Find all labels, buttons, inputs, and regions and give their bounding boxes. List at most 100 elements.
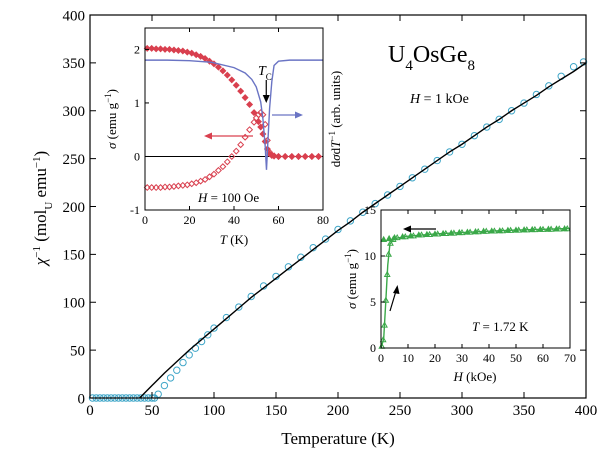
main-series-0-point-54 — [545, 82, 553, 90]
inset-temperature-series-1-point-36 — [288, 152, 296, 160]
inset-field-ytick-label: 10 — [364, 249, 376, 263]
main-x-axis-label: Temperature (K) — [281, 429, 395, 448]
main-series-0-point-26 — [204, 331, 212, 339]
field-up-arrow-head — [393, 285, 400, 294]
main-ytick-label: 350 — [63, 56, 86, 72]
inset-temperature-series-1-point-2 — [152, 184, 160, 192]
inset-field-xtick-label: 50 — [510, 351, 522, 365]
inset-temperature-series-0-point-4 — [161, 45, 169, 53]
inset-field-arrows — [389, 225, 436, 312]
inset-temperature-series-1-point-37 — [295, 152, 303, 160]
inset-temperature-series-0-point-5 — [165, 45, 173, 53]
inset-temperature-series-1-point-34 — [274, 152, 283, 160]
main-series-0-point-48 — [470, 131, 479, 140]
inset-temperature-series-1-point-35 — [281, 152, 289, 160]
inset-field-series-layer — [378, 225, 571, 349]
inset-temperature-series-1-point-13 — [201, 175, 209, 183]
inset-temperature-series-0-point-1 — [148, 44, 156, 52]
inset-temperature-xtick-label: 40 — [228, 213, 240, 227]
inset-temperature-series-0-point-6 — [170, 46, 178, 54]
main-series-0-point-51 — [507, 107, 516, 115]
main-series-0-point-41 — [383, 191, 392, 199]
inset-temperature-background — [145, 28, 323, 210]
inset-temperature-ytick-label: 2 — [134, 43, 140, 57]
main-series-0-point-42 — [396, 182, 404, 191]
main-series-0-point-23 — [185, 351, 193, 359]
inset-temperature-series-0-point-11 — [192, 51, 200, 59]
inset-field-ytick-label: 0 — [370, 341, 376, 355]
inset-temperature-series-1-point-26 — [254, 111, 262, 119]
main-xtick-label: 400 — [575, 403, 598, 419]
main-field-label: H = 1 kOe — [409, 92, 469, 107]
inset-temperature-series-2-line — [145, 59, 323, 170]
inset-temperature-series-1-point-24 — [250, 118, 258, 126]
inset-temperature-series-1-point-1 — [148, 184, 156, 192]
main-series-0-point-27 — [210, 324, 218, 332]
inset-field-xtick-label: 40 — [483, 351, 495, 365]
inset-field-frame — [380, 209, 571, 349]
main-xtick-label: 250 — [389, 403, 412, 419]
inset-temperature-series-layer — [143, 44, 323, 192]
inset-field-xtick-label: 20 — [429, 351, 441, 365]
main-series-0-point-44 — [421, 165, 429, 173]
inset-temperature-series-0-point-26 — [257, 123, 265, 131]
main-xtick-label: 350 — [513, 403, 536, 419]
inset-field-y-label: σ (emu g−1) — [343, 249, 359, 309]
unit-emu: emu — [31, 168, 50, 202]
main-series-0-point-45 — [433, 156, 441, 165]
inset-temperature-series-0-point-2 — [152, 45, 160, 53]
inset-temperature-series-0-point-23 — [246, 101, 254, 109]
inset-temperature-series-1-point-33 — [270, 152, 278, 160]
inset-temperature-series-1-point-15 — [210, 170, 218, 178]
main-ytick-label: 150 — [63, 248, 86, 264]
main-series-0-point-39 — [359, 208, 367, 216]
inset-field-xtick-label: 70 — [564, 351, 576, 365]
inset-field-series-2-line — [380, 227, 571, 349]
inset-temperature-ytick-label: -1 — [130, 203, 140, 217]
inset-temperature-x-label: T (K) — [220, 232, 249, 247]
inset-temperature-series-1-point-21 — [237, 141, 245, 149]
inset-temperature-series-0-point-3 — [157, 45, 165, 53]
inset-field-x-label: H (kOe) — [453, 369, 497, 384]
inset-temperature-y-label: σ (emu g−1) — [103, 89, 119, 149]
inset-field-temp-label: T = 1.72 K — [472, 319, 529, 334]
inset-temperature-series-0-point-7 — [174, 46, 182, 54]
field-down-arrow-head — [403, 225, 411, 233]
main-ytick-label: 200 — [63, 200, 86, 216]
main-xtick-label: 200 — [327, 403, 350, 419]
main-series-0-point-53 — [532, 90, 541, 99]
main-series-0-point-47 — [458, 140, 466, 148]
inset-temperature-series-0-point-19 — [228, 76, 236, 84]
tc-arrow-head — [262, 95, 270, 103]
main-series-0-point-29 — [235, 303, 243, 311]
inset-temperature-series-0-point-22 — [241, 94, 249, 102]
tc-label: TC — [258, 64, 272, 82]
main-series-0-point-49 — [483, 123, 491, 131]
main-y-axis-label: χ−1 (molU emu−1) — [31, 151, 55, 267]
main-series-0-point-28 — [222, 313, 231, 322]
main-series-0-point-52 — [520, 99, 528, 107]
inset-field-xtick-label: 10 — [402, 351, 414, 365]
main-xtick-label: 150 — [265, 403, 288, 419]
main-xtick-label: 300 — [451, 403, 474, 419]
inset-temperature-xtick-label: 20 — [184, 213, 196, 227]
inset-field: 0 10 20 30 40 50 60 70 0 5 10 15 H (kOe) σ (emu g−1… — [343, 203, 576, 384]
inset-temperature-field-label: H = 100 Oe — [197, 190, 259, 205]
field-up-arrow-shaft — [389, 290, 397, 312]
inset-temperature-series-0-point-20 — [232, 81, 240, 89]
compound-formula: U4OsGe8 — [388, 42, 475, 74]
main-series-0-point-21 — [173, 366, 181, 374]
unit-subscript: U — [43, 202, 55, 210]
inset-temperature-series-0-point-9 — [183, 48, 191, 56]
main-series-0-point-37 — [334, 225, 342, 234]
main-series-0-point-18 — [154, 390, 162, 398]
inset-field-series-0-point-0 — [380, 235, 388, 243]
unit-open: (mol — [31, 209, 50, 246]
inset-temperature-series-1-point-23 — [246, 126, 254, 134]
inset-temperature-series-1-point-32 — [268, 151, 276, 159]
inset-field-ytick-label: 5 — [370, 295, 376, 309]
main-xtick-label: 100 — [203, 403, 226, 419]
inset-field-series-0-point-1 — [385, 234, 393, 242]
main-xtick-label: 0 — [86, 403, 94, 419]
